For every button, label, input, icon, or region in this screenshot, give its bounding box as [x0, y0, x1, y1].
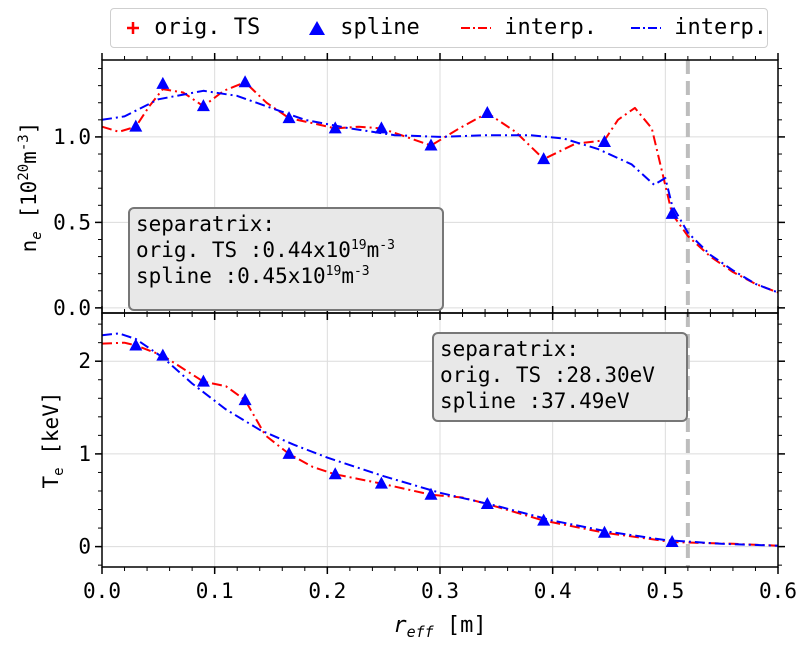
- legend-label: orig. TS: [154, 15, 261, 40]
- spline-point: [537, 513, 551, 526]
- legend-label: interp.: [674, 15, 767, 40]
- spline-point: [282, 111, 296, 124]
- x-tick-label: 0.2: [308, 579, 346, 603]
- y-axis-label-bottom: Te [keV]: [39, 392, 67, 489]
- y-tick-label: 2: [78, 349, 91, 373]
- x-tick-label: 0.3: [421, 579, 459, 603]
- interp-line-red: [101, 341, 779, 547]
- spline-point: [597, 525, 611, 538]
- legend-label: spline: [340, 15, 420, 40]
- spline-point: [129, 119, 143, 132]
- y-tick-label: 0.0: [53, 296, 91, 320]
- y-tick-label: 1: [78, 442, 91, 466]
- legend-entry-spline: spline: [307, 15, 420, 41]
- spline-point: [238, 75, 252, 88]
- spline-point: [665, 534, 679, 547]
- legend: orig. TS spline interp. interp.: [110, 8, 768, 48]
- axis-ticks: 0.0 0.5 1.0 0 1 2 0.0 0.1 0.2 0.3 0.4 0.5 0.6: [53, 53, 797, 603]
- spline-point: [196, 374, 210, 387]
- spline-point: [238, 393, 252, 406]
- spline-point: [665, 206, 679, 219]
- spline-point: [424, 487, 438, 500]
- spline-point: [156, 76, 170, 89]
- legend-dashdot-line-blue: [631, 27, 661, 29]
- x-tick-label: 0.1: [196, 579, 234, 603]
- spline-point: [480, 496, 494, 509]
- spline-point: [537, 152, 551, 165]
- x-axis-label: reff [m]: [393, 613, 486, 641]
- spline-point: [196, 99, 210, 112]
- x-tick-label: 0.4: [534, 579, 572, 603]
- spline-point: [374, 476, 388, 489]
- spline-point: [282, 446, 296, 459]
- spline-point: [328, 467, 342, 480]
- interp-line-blue: [101, 89, 779, 294]
- legend-triangle-marker: [309, 21, 325, 35]
- spline-point: [374, 121, 388, 134]
- spline-point: [480, 105, 494, 118]
- separatrix-annotation-top: separatrix: orig. TS :0.44x1019m-3 splin…: [128, 207, 444, 311]
- interp-line-blue: [101, 332, 779, 547]
- x-tick-label: 0.5: [646, 579, 684, 603]
- separatrix-annotation-bottom: separatrix: orig. TS :28.30eV spline :37…: [432, 332, 688, 422]
- spline-point: [328, 121, 342, 134]
- series-bottom: [101, 313, 779, 567]
- y-tick-label: 0.5: [53, 210, 91, 234]
- x-tick-label: 0.0: [83, 579, 121, 603]
- series-top: [101, 60, 779, 313]
- spline-point: [597, 135, 611, 148]
- x-tick-label: 0.6: [759, 579, 797, 603]
- legend-entry-interp-red: interp.: [461, 15, 597, 41]
- spline-point: [129, 338, 143, 351]
- legend-dashdot-line-red: [461, 27, 491, 29]
- legend-plus-marker: [127, 22, 139, 34]
- legend-entry-interp-blue: interp.: [631, 15, 767, 41]
- spline-point: [156, 348, 170, 361]
- y-tick-label: 0: [78, 535, 91, 559]
- legend-label: interp.: [504, 15, 597, 40]
- legend-entry-orig-ts: orig. TS: [125, 15, 260, 41]
- spline-point: [424, 138, 438, 151]
- y-axis-label-top: ne [1020m-3]: [16, 122, 45, 253]
- y-tick-label: 1.0: [53, 125, 91, 149]
